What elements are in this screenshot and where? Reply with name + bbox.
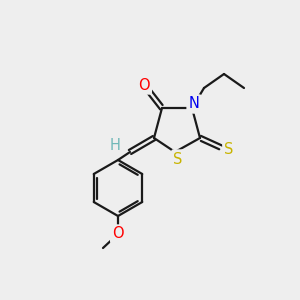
Text: S: S (173, 152, 183, 166)
Text: N: N (189, 97, 200, 112)
Text: O: O (138, 77, 150, 92)
Text: S: S (224, 142, 234, 157)
Text: O: O (112, 226, 124, 242)
Text: H: H (110, 139, 120, 154)
